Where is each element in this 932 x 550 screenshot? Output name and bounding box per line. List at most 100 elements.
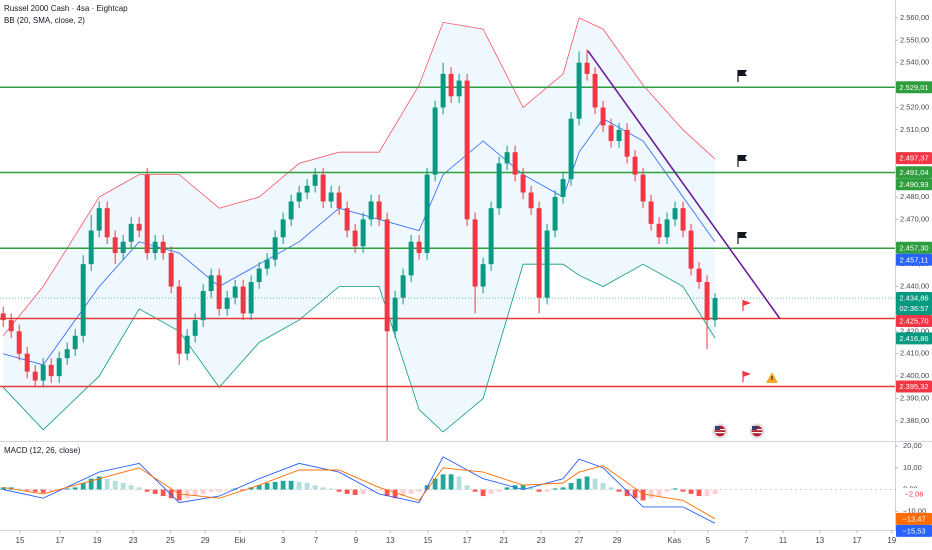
histogram-bar [48,489,54,492]
histogram-bar [64,488,70,490]
price-label-box [896,241,932,254]
histogram-bar [400,489,406,497]
price-label-box [896,152,932,165]
price-label-box [896,512,932,525]
histogram-bar [408,489,414,494]
candle-body [400,275,406,298]
us-event-icon[interactable] [749,423,765,439]
candle-body [680,208,686,231]
histogram-bar [80,483,86,490]
x-tick-label: 27 [575,536,584,545]
candle-body [600,107,606,126]
black-flag[interactable] [737,155,747,167]
candle-body [136,223,142,231]
x-tick-label: 17 [56,536,65,545]
histogram-bar [360,489,366,494]
histogram-bar [88,478,94,490]
histogram-bar [216,489,222,492]
histogram-bar [184,489,190,499]
candle-body [128,223,134,242]
candle-body [384,219,390,332]
candle-body [592,73,598,108]
candle-body [112,237,118,253]
candle-body [312,174,318,186]
candle-body [24,353,30,372]
warning-icon[interactable] [766,372,778,383]
us-event-icon[interactable] [712,423,728,439]
x-tick-label: 25 [166,536,175,545]
price-pane [0,17,895,441]
price-label: 2.425,70 [899,317,928,326]
candle-body [504,152,510,164]
y-tick-label: 2.400,00 [900,371,929,380]
black-flag[interactable] [737,232,747,244]
histogram-bar [632,489,638,499]
candle-body [272,237,278,260]
x-tick-label: 29 [201,536,210,545]
histogram-bar [344,489,350,494]
histogram-bar [136,487,142,490]
histogram-bar [0,487,6,490]
candle-body [88,230,94,265]
x-tick-label: 19 [887,536,896,545]
price-label: 2.457,30 [899,243,928,252]
candle-body [208,275,214,292]
x-tick-label: 23 [129,536,138,545]
candle-body [96,208,102,231]
candle-body [264,259,270,269]
histogram-bar [672,488,678,490]
price-label: 2.457,11 [900,255,929,264]
flag-icons [712,70,778,439]
candle-body [304,185,310,193]
red-flag[interactable] [742,371,751,382]
histogram-bar [704,489,710,497]
x-tick-label: Eki [234,536,245,545]
candle-body [568,118,574,180]
candle-body [640,174,646,202]
candle-body [496,163,502,209]
y-tick-label: 2.470,00 [900,214,929,223]
x-tick-label: Kas [667,536,681,545]
x-tick-label: 17 [853,536,862,545]
histogram-bar [304,483,310,490]
black-flag[interactable] [737,70,747,82]
macd-label: MACD (12, 26, close) [4,446,81,455]
histogram-bar [176,489,182,501]
candle-body [560,179,566,197]
candle-body [192,320,198,336]
histogram-bar [256,485,262,490]
histogram-bar [480,489,486,497]
histogram-bar [520,485,526,490]
candle-body [456,80,462,97]
histogram-bar [560,487,566,490]
candle-body [120,241,126,253]
histogram-bar [416,489,422,492]
candle-body [200,291,206,321]
histogram-bar [32,489,38,492]
candle-body [320,174,326,202]
candle-body [616,129,622,142]
y-tick-label: −10,00 [903,506,926,515]
x-tick-label: 7 [314,536,319,545]
candle-body [480,264,486,287]
y-tick-label: 2.480,00 [900,192,929,201]
candle-body [576,62,582,119]
histogram-bar [16,488,22,490]
histogram-bar [288,480,294,490]
candle-body [552,196,558,231]
indicator-label: BB (20, SMA, close, 2) [4,16,85,25]
candle-body [424,174,430,253]
candle-body [144,174,150,253]
candle-body [392,297,398,332]
red-flag[interactable] [742,300,751,311]
x-tick-label: 7 [744,536,749,545]
candle-body [72,335,78,350]
candle-body [544,230,550,298]
trend-line [587,50,781,319]
histogram-bar [208,489,214,492]
macd-line [3,465,716,520]
candle-body [80,264,86,336]
candle-body [584,62,590,74]
y-tick-label: 2.440,00 [900,282,929,291]
histogram-bar [496,489,502,492]
